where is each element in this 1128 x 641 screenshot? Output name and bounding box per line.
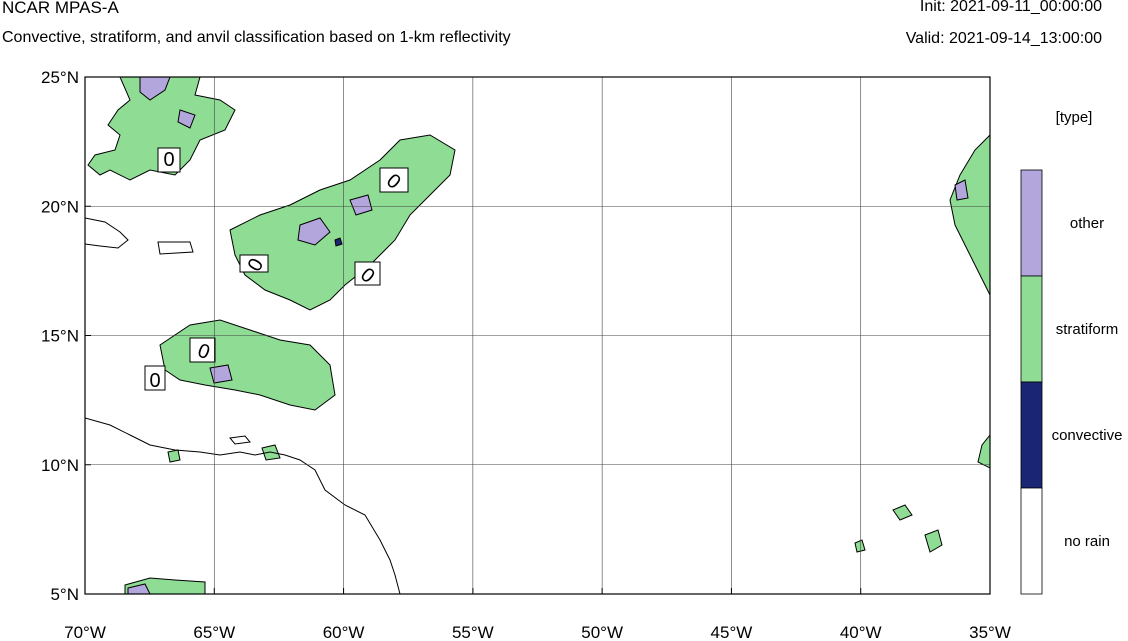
longitude-tick-label: 60°W xyxy=(323,623,365,641)
other-area xyxy=(349,194,373,216)
figure-title: NCAR MPAS-A xyxy=(2,0,119,17)
no-rain-hole xyxy=(239,254,269,273)
legend-label: no rain xyxy=(1064,533,1110,550)
stratiform-area xyxy=(854,539,866,553)
graticule xyxy=(84,76,991,595)
coastline-puerto-rico xyxy=(157,241,194,255)
latitude-tick-labels: 25°N 20°N 15°N 10°N 5°N xyxy=(41,68,79,604)
longitude-tick-label: 70°W xyxy=(64,623,106,641)
label-bar: other stratiform convective no rain xyxy=(1020,169,1123,595)
coastline xyxy=(85,217,401,594)
other-area xyxy=(209,364,233,384)
latitude-tick-label: 5°N xyxy=(50,585,79,604)
longitude-tick-label: 55°W xyxy=(452,623,494,641)
coastline-hispaniola xyxy=(85,217,129,249)
no-rain-hole xyxy=(379,167,409,193)
plot-frame xyxy=(84,76,991,595)
legend-swatch-no-rain xyxy=(1020,487,1043,595)
stratiform-area xyxy=(167,449,181,463)
longitude-tick-label: 40°W xyxy=(840,623,882,641)
contour-label: 0 xyxy=(163,149,174,171)
legend-swatch-convective xyxy=(1020,381,1043,489)
contour-label: 0 xyxy=(149,370,160,392)
no-rain-hole xyxy=(144,365,166,391)
latitude-tick-label: 20°N xyxy=(41,197,79,216)
no-rain-hole xyxy=(189,337,216,363)
legend-label: convective xyxy=(1052,427,1123,444)
longitude-tick-label: 45°W xyxy=(711,623,753,641)
latitude-tick-label: 10°N xyxy=(41,456,79,475)
legend-title: [type] xyxy=(1056,109,1093,126)
latitude-tick-label: 15°N xyxy=(41,327,79,346)
longitude-tick-labels: 70°W 65°W 60°W 55°W 50°W 45°W 40°W 35°W xyxy=(64,623,1011,641)
latitude-tick-label: 25°N xyxy=(41,68,79,87)
precip-areas xyxy=(87,77,990,594)
legend-swatch-other xyxy=(1020,169,1043,277)
other-area xyxy=(177,109,196,129)
longitude-tick-label: 50°W xyxy=(581,623,623,641)
longitude-tick-label: 35°W xyxy=(969,623,1011,641)
legend-label: other xyxy=(1070,215,1104,232)
legend-swatch-stratiform xyxy=(1020,275,1043,383)
stratiform-area xyxy=(87,77,236,181)
valid-time: Valid: 2021-09-14_13:00:00 xyxy=(905,30,1102,47)
init-time: Init: 2021-09-11_00:00:00 xyxy=(919,0,1102,15)
no-rain-hole xyxy=(157,147,181,173)
other-area xyxy=(297,217,331,246)
stratiform-area xyxy=(892,504,913,521)
coastline-trinidad xyxy=(229,435,251,445)
stratiform-area xyxy=(949,134,990,296)
no-rain-hole xyxy=(354,261,381,286)
other-area xyxy=(954,179,969,201)
stratiform-area xyxy=(159,319,336,411)
stratiform-area xyxy=(977,434,990,469)
convective-area xyxy=(334,237,343,247)
figure-subtitle: Convective, stratiform, and anvil classi… xyxy=(2,29,511,46)
longitude-tick-label: 65°W xyxy=(193,623,235,641)
legend-label: stratiform xyxy=(1056,321,1119,338)
other-area xyxy=(139,77,171,101)
stratiform-area xyxy=(229,134,456,311)
coastline-south-america xyxy=(85,417,401,594)
other-area xyxy=(127,583,151,594)
stratiform-area xyxy=(924,529,943,553)
